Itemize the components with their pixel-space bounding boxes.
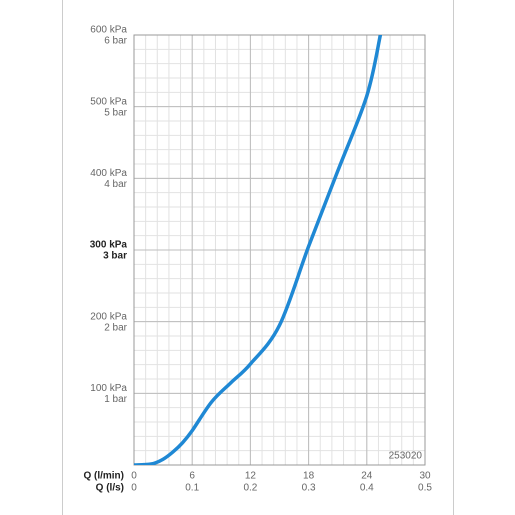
x2-tick-label: 0.3 xyxy=(302,483,316,494)
x-tick-label: 30 xyxy=(419,471,431,482)
y2-tick-label: 2 bar xyxy=(104,322,127,333)
x-tick-label: 24 xyxy=(361,471,373,482)
y-tick-label: 400 kPa xyxy=(90,168,127,179)
y-tick-label: 100 kPa xyxy=(90,383,127,394)
y2-tick-label: 5 bar xyxy=(104,107,127,118)
y-tick-label: 300 kPa xyxy=(90,240,128,251)
annotation: 253020 xyxy=(389,451,423,462)
y2-tick-label: 6 bar xyxy=(104,36,127,47)
y2-tick-label: 1 bar xyxy=(104,394,127,405)
x-tick-label: 18 xyxy=(303,471,315,482)
x2-tick-label: 0 xyxy=(131,483,137,494)
y-tick-label: 600 kPa xyxy=(90,25,127,36)
curve xyxy=(134,35,383,465)
x2-tick-label: 0.2 xyxy=(243,483,257,494)
plot-frame xyxy=(133,34,426,466)
x2-axis-label: Q (l/s) xyxy=(96,483,124,494)
x2-tick-label: 0.4 xyxy=(360,483,374,494)
x-tick-label: 6 xyxy=(189,471,195,482)
y2-tick-label: 4 bar xyxy=(104,179,127,190)
x-axis-label: Q (l/min) xyxy=(83,471,124,482)
x-tick-label: 12 xyxy=(245,471,257,482)
x-tick-label: 0 xyxy=(131,471,137,482)
y-tick-label: 200 kPa xyxy=(90,311,127,322)
x2-tick-label: 0.5 xyxy=(418,483,432,494)
y-tick-label: 500 kPa xyxy=(90,96,127,107)
x2-tick-label: 0.1 xyxy=(185,483,199,494)
y2-tick-label: 3 bar xyxy=(103,251,127,262)
